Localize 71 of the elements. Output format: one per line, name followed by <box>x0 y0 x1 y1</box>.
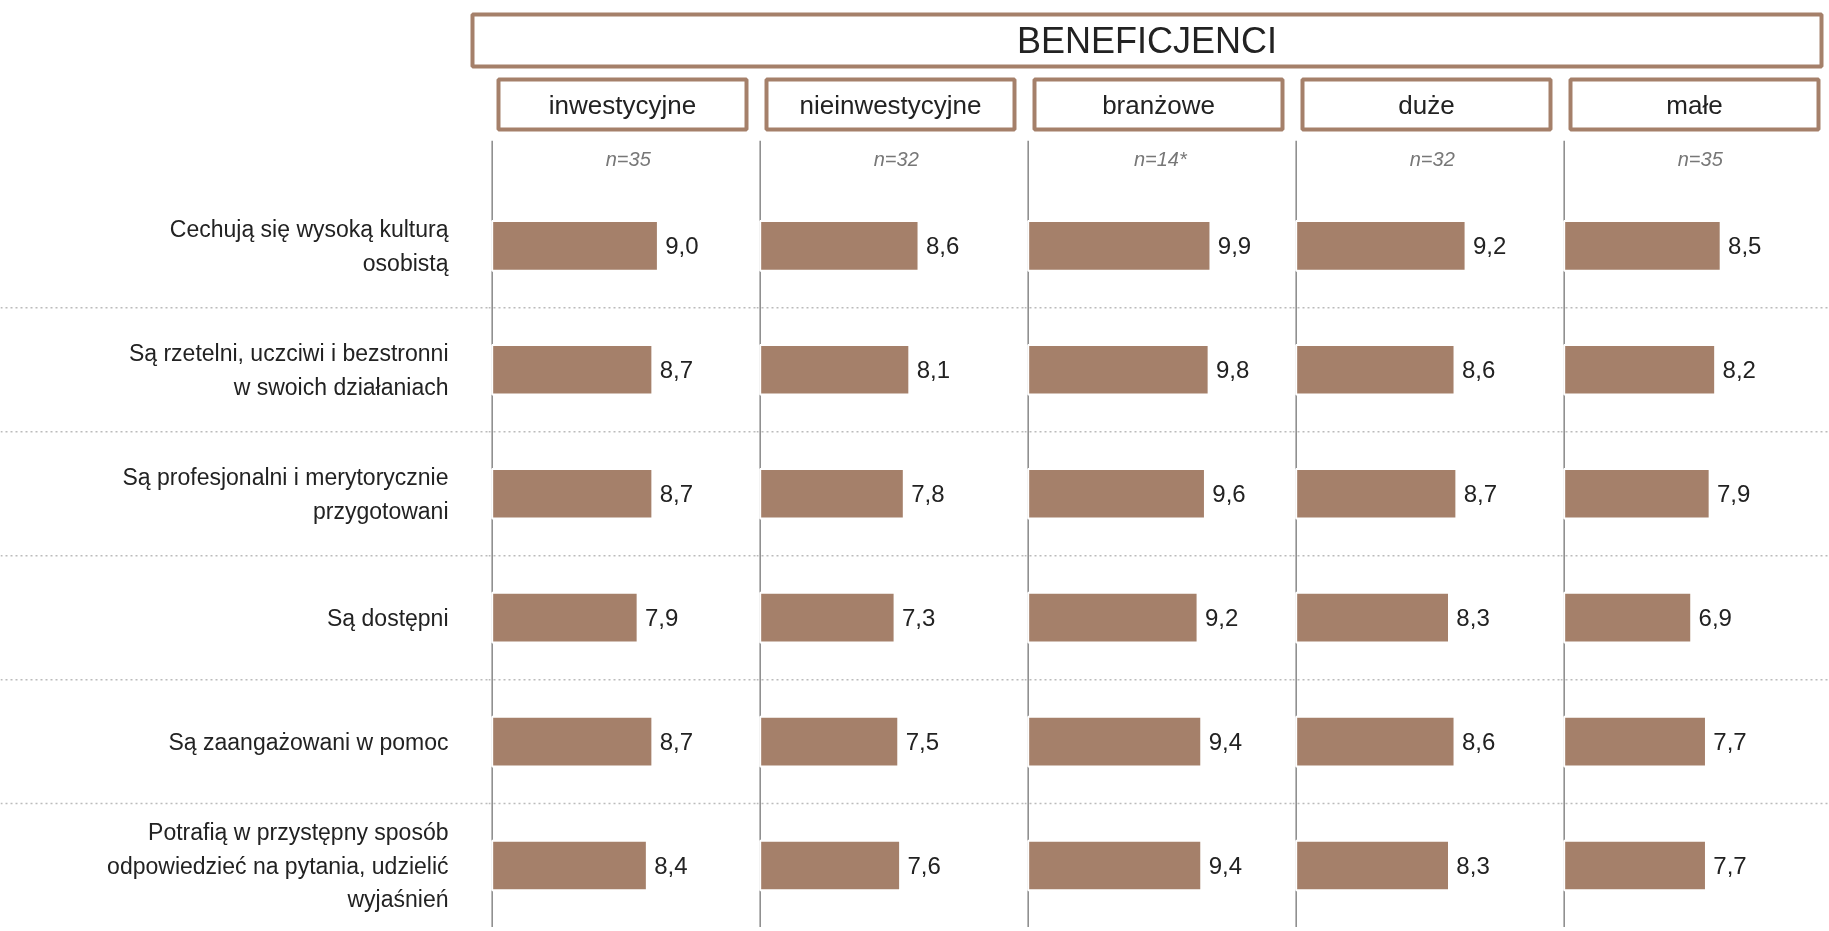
bar <box>491 839 648 892</box>
data-label: 7,7 <box>1713 852 1747 880</box>
data-label: 8,3 <box>1456 852 1490 880</box>
data-label: 7,9 <box>645 604 679 632</box>
bar <box>1027 220 1212 272</box>
data-label: 9,2 <box>1472 232 1507 260</box>
bar <box>759 715 900 768</box>
data-label: 9,4 <box>1208 852 1242 880</box>
bar <box>759 591 896 644</box>
bar <box>1563 344 1717 396</box>
bar <box>491 715 654 768</box>
chart-subtitle: inwestycyjne <box>548 89 697 120</box>
bar <box>491 591 639 644</box>
y-tick-label: Są dostępni <box>327 604 449 631</box>
data-label: 8,1 <box>916 356 951 384</box>
bar <box>1027 591 1199 644</box>
bar <box>759 839 902 892</box>
chart-subtitle: małe <box>1666 89 1723 120</box>
annotation: n=32 <box>1409 148 1455 171</box>
data-label: 8,7 <box>659 480 694 508</box>
bar <box>491 220 659 272</box>
data-label: 8,4 <box>654 852 688 880</box>
data-label: 7,9 <box>1717 480 1751 508</box>
y-tick-label: Są zaangażowani w pomoc <box>168 728 449 755</box>
bar <box>1563 839 1707 892</box>
bar <box>1563 220 1722 272</box>
chart-subtitle: duże <box>1398 89 1455 120</box>
data-label: 7,7 <box>1713 728 1747 756</box>
data-label: 8,2 <box>1722 356 1756 384</box>
data-label: 7,6 <box>907 852 941 880</box>
data-label: 8,7 <box>659 356 694 384</box>
y-tick-label: Są rzetelni, uczciwi i bezstronni w swoich działaniach <box>128 339 449 400</box>
y-tick-label: Potrafią w przystępny sposób odpowiedzieć na pytania, udzielić wyjaśnień <box>107 818 449 913</box>
bar <box>1027 715 1203 768</box>
annotation: n=35 <box>1677 148 1724 171</box>
data-label: 9,6 <box>1212 480 1246 508</box>
chart-subtitle: branżowe <box>1102 89 1215 120</box>
bar <box>491 344 654 396</box>
bar <box>491 467 654 520</box>
data-label: 9,4 <box>1208 728 1242 756</box>
bar <box>1027 344 1210 396</box>
data-label: 7,3 <box>901 604 936 632</box>
annotation: n=14* <box>1133 148 1188 171</box>
data-label: 7,8 <box>911 480 945 508</box>
data-label: 8,6 <box>1461 728 1496 756</box>
chart-subtitle: nieinwestycyjne <box>799 89 982 120</box>
y-tick-label: Cechują się wysoką kulturą osobistą <box>169 215 449 276</box>
bar <box>759 344 911 396</box>
bar <box>759 220 920 272</box>
bar <box>1563 467 1711 520</box>
data-label: 8,7 <box>659 728 694 756</box>
text: BENEFICJENCI <box>1016 20 1278 61</box>
data-label: 6,9 <box>1698 604 1732 632</box>
bar <box>1563 715 1707 768</box>
bar <box>1027 839 1203 892</box>
bar <box>759 467 905 520</box>
data-label: 7,5 <box>905 728 940 756</box>
data-label: 9,8 <box>1215 356 1250 384</box>
data-label: 9,0 <box>665 232 699 260</box>
annotation: n=35 <box>605 148 652 171</box>
annotation: n=32 <box>873 148 919 171</box>
data-label: 8,6 <box>1461 356 1496 384</box>
data-label: 8,3 <box>1456 604 1490 632</box>
data-label: 9,9 <box>1217 232 1252 260</box>
bar <box>1027 467 1206 520</box>
bar <box>1563 591 1693 644</box>
data-label: 8,7 <box>1463 480 1498 508</box>
data-label: 8,5 <box>1728 232 1762 260</box>
y-tick-label: Są profesjonalni i merytorycznie przygotowani <box>122 463 449 524</box>
data-label: 9,2 <box>1204 604 1239 632</box>
data-label: 8,6 <box>925 232 960 260</box>
